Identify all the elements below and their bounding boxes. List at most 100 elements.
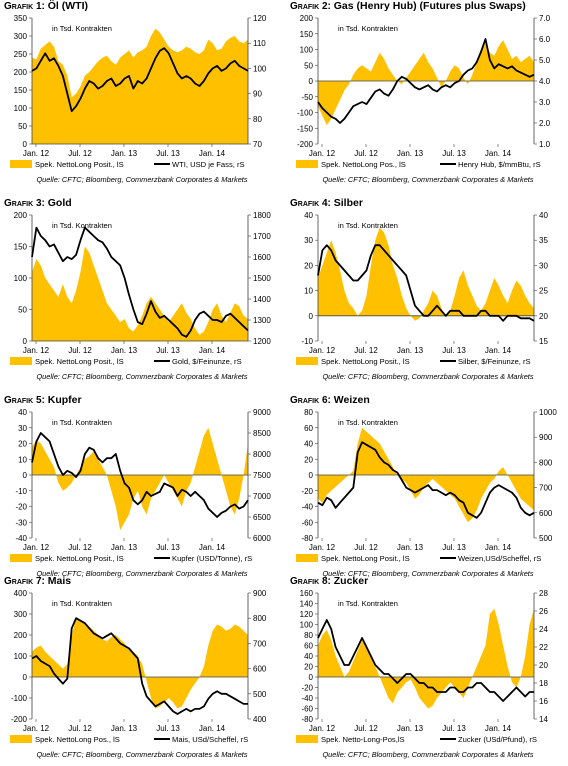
chart-panel-4: Grafik 4: Silber -10 0 10 20 30 40 15 20 25 30 35 4…	[288, 197, 568, 388]
x-tick-label: Jan. 13	[111, 346, 138, 355]
x-tick-label: Jul. 12	[68, 724, 92, 733]
right-tick-label: 40	[539, 211, 548, 220]
x-tick-label: Jul. 12	[68, 346, 92, 355]
legend-area-swatch	[10, 357, 32, 365]
right-tick-label: 700	[253, 639, 267, 648]
left-tick-label: 150	[14, 243, 28, 252]
x-tick-label: Jan. 14	[485, 346, 512, 355]
chart-name: Gas (Henry Hub) (Futures plus Swaps)	[333, 0, 526, 12]
chart-title: Grafik 3: Gold	[4, 197, 72, 211]
left-tick-label: 200	[14, 68, 28, 77]
x-tick-label: Jan. 12	[23, 543, 50, 552]
chart-panel-6: Grafik 6: Weizen -80 -60 -40 -20 0 20 40 60 80 50…	[288, 394, 568, 585]
legend-area-label: Spek. NettoLong Posit., lS	[35, 554, 124, 563]
right-tick-label: 22	[539, 643, 548, 652]
left-tick-label: -100	[297, 109, 314, 118]
right-tick-label: 8500	[253, 429, 271, 438]
chart-prefix: Grafik 8:	[290, 576, 331, 587]
x-tick-label: Jan. 14	[485, 724, 512, 733]
left-tick-label: 0	[23, 140, 28, 149]
chart-source: Quelle: CFTC; Bloomberg, Commerzbank Cor…	[36, 750, 248, 759]
unit-label: in Tsd. Kontrakten	[338, 221, 398, 230]
unit-label: in Tsd. Kontrakten	[338, 24, 398, 33]
chart-name: Kupfer	[47, 394, 82, 406]
right-tick-label: 800	[253, 614, 267, 623]
x-tick-label: Jan. 12	[309, 346, 336, 355]
left-tick-label: -20	[15, 503, 27, 512]
left-tick-label: -100	[11, 694, 28, 703]
left-tick-label: -50	[301, 93, 313, 102]
right-tick-label: 26	[539, 607, 548, 616]
x-tick-label: Jul. 13	[156, 346, 180, 355]
right-tick-label: 30	[539, 261, 548, 270]
chart-source: Quelle: CFTC; Bloomberg, Commerzbank Cor…	[36, 175, 248, 184]
x-tick-label: Jan. 12	[309, 149, 336, 158]
left-tick-label: 400	[14, 589, 28, 598]
left-tick-label: 100	[300, 46, 314, 55]
x-tick-label: Jan. 13	[397, 149, 424, 158]
chart-prefix: Grafik 7:	[4, 576, 45, 587]
right-tick-label: 1600	[253, 253, 271, 262]
left-tick-label: 350	[14, 14, 28, 23]
legend-line-label: Zucker (USd/Pfund), rS	[458, 735, 537, 744]
unit-label: in Tsd. Kontrakten	[52, 221, 112, 230]
x-tick-label: Jan. 12	[309, 543, 336, 552]
x-tick-label: Jul. 13	[156, 543, 180, 552]
right-tick-label: 6500	[253, 513, 271, 522]
chart-source: Quelle: CFTC; Bloomberg, Commerzbank Cor…	[36, 569, 248, 578]
right-tick-label: 120	[253, 14, 267, 23]
left-tick-label: 100	[14, 274, 28, 283]
right-tick-label: 900	[253, 589, 267, 598]
left-tick-label: 40	[304, 652, 313, 661]
unit-label: in Tsd. Kontrakten	[338, 599, 398, 608]
x-tick-label: Jan. 14	[485, 543, 512, 552]
line-series-price	[317, 619, 534, 702]
left-tick-label: -40	[301, 694, 313, 703]
left-tick-label: -60	[301, 518, 313, 527]
right-tick-label: 500	[253, 690, 267, 699]
left-tick-label: 30	[18, 424, 27, 433]
chart-panel-5: Grafik 5: Kupfer -40 -30 -20 -10 0 10 20 30 40 60…	[2, 394, 282, 585]
x-tick-label: Jul. 12	[68, 149, 92, 158]
legend-line-label: Kupfer (USD/Tonne), rS	[172, 554, 252, 563]
left-tick-label: -80	[301, 534, 313, 543]
area-series-netlong	[32, 28, 248, 144]
line-series-price	[31, 226, 249, 338]
x-tick-label: Jul. 13	[156, 724, 180, 733]
x-tick-label: Jul. 12	[354, 724, 378, 733]
left-tick-label: 80	[304, 408, 313, 417]
chart-panel-1: Grafik 1: Öl (WTI) 0 50 100 150 200 250 300 350…	[2, 0, 282, 191]
right-tick-label: 110	[253, 39, 266, 48]
legend-area-label: Spek. NettoLong Posit., lS	[321, 554, 410, 563]
left-tick-label: 0	[309, 77, 314, 86]
chart-name: Gold	[47, 197, 72, 209]
chart-name: Silber	[333, 197, 363, 209]
unit-label: in Tsd. Kontrakten	[52, 24, 112, 33]
area-series-netlong	[32, 427, 248, 531]
line-series-price	[31, 47, 249, 113]
left-tick-label: 300	[14, 610, 28, 619]
right-tick-label: 1000	[539, 408, 557, 417]
chart-prefix: Grafik 4:	[290, 198, 331, 209]
left-tick-label: 20	[304, 261, 313, 270]
right-tick-label: 800	[539, 458, 553, 467]
left-tick-label: 60	[304, 424, 313, 433]
left-tick-label: -200	[11, 715, 28, 724]
right-tick-label: 7500	[253, 471, 271, 480]
left-tick-label: 20	[304, 663, 313, 672]
left-tick-label: 60	[304, 642, 313, 651]
chart-panel-3: Grafik 3: Gold 0 50 100 150 200 1200 1300 1400 1…	[2, 197, 282, 388]
chart-panel-2: Grafik 2: Gas (Henry Hub) (Futures plus …	[288, 0, 568, 191]
left-tick-label: -20	[301, 487, 313, 496]
chart-svg: 0 50 100 150 200 250 300 350 70 80 90 100 110 120 Jan.…	[10, 14, 267, 169]
x-tick-label: Jan. 13	[397, 346, 424, 355]
area-series-netlong	[32, 618, 248, 709]
x-tick-label: Jul. 12	[354, 346, 378, 355]
line-series-price	[31, 432, 249, 518]
left-tick-label: 150	[14, 86, 28, 95]
left-tick-label: 50	[18, 306, 27, 315]
right-tick-label: 400	[253, 715, 267, 724]
chart-svg: -200 -100 0 100 200 300 400 400 500 600 700 800 900 J…	[10, 589, 267, 744]
chart-source: Quelle: CFTC; Bloomberg, Commerzbank Cor…	[36, 372, 248, 381]
